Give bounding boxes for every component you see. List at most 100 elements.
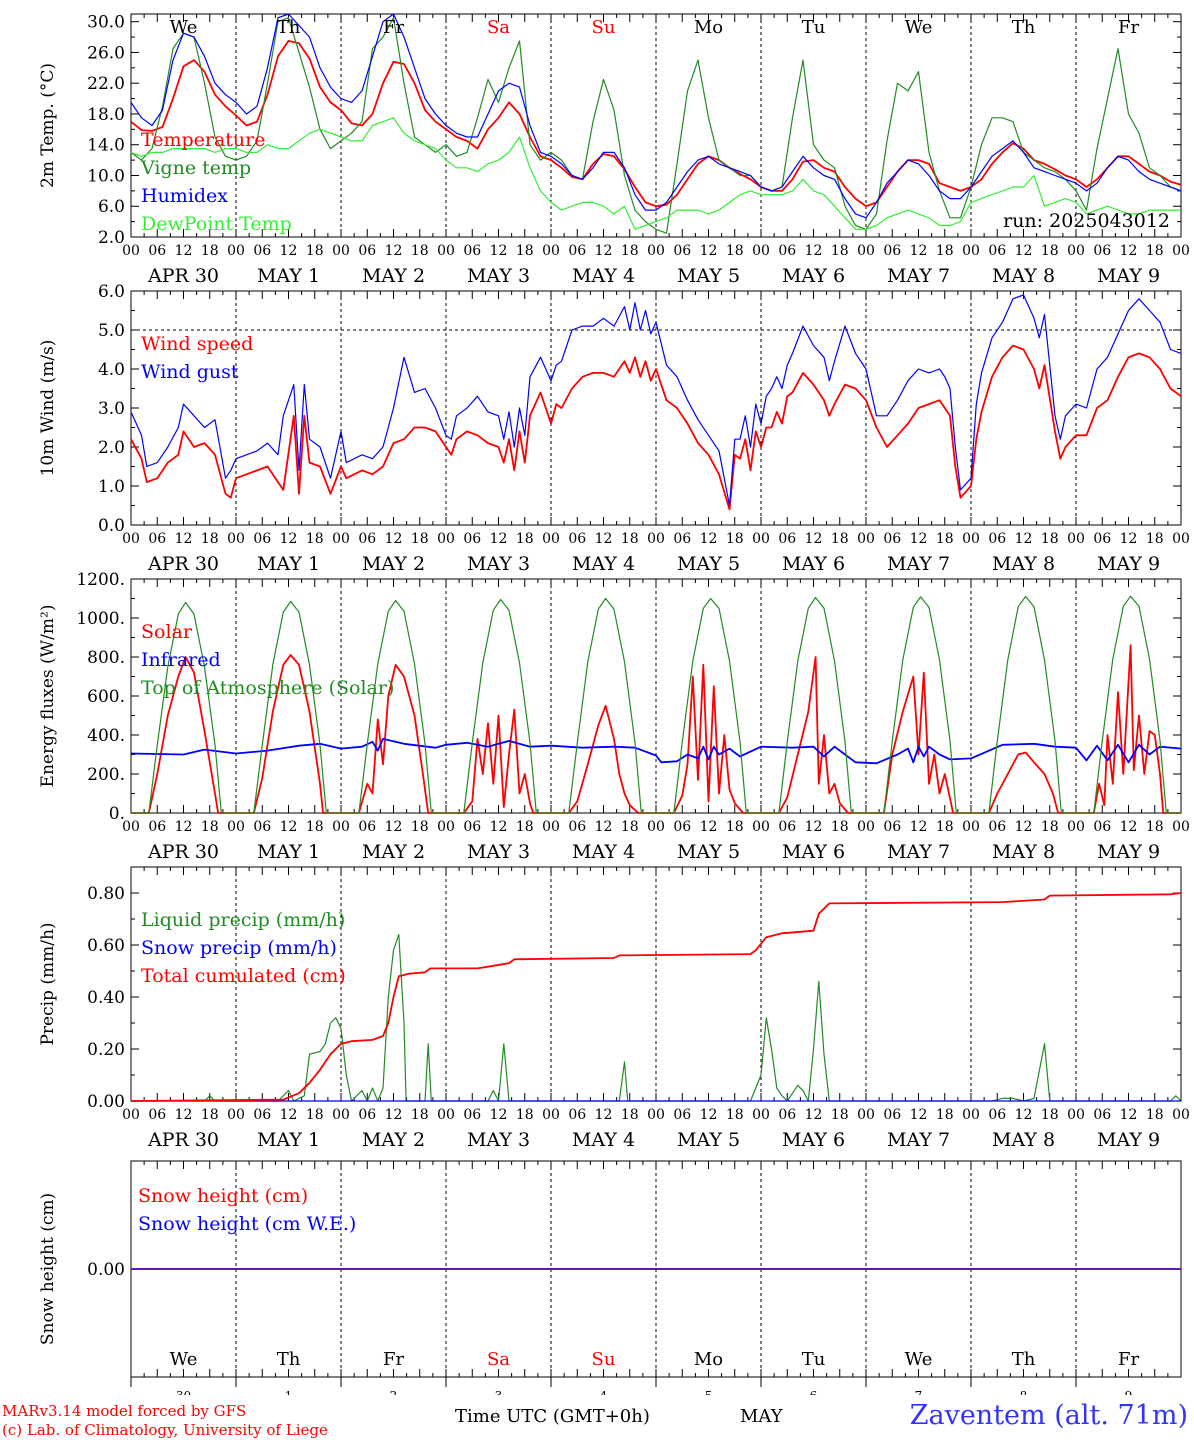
hour-tick-label: 06 [148, 819, 166, 835]
weekday-label: Tu [802, 1349, 826, 1370]
hour-tick-label: 12 [805, 1107, 823, 1123]
hour-tick-label: 00 [437, 1107, 455, 1123]
date-label: APR 30 [147, 265, 219, 287]
hour-tick-label: 06 [988, 531, 1006, 547]
hour-tick-label: 18 [621, 531, 639, 547]
date-label: MAY 8 [992, 841, 1055, 863]
hour-tick-label: 06 [778, 243, 796, 259]
y-tick-label: 400. [87, 726, 125, 746]
hour-tick-label: 12 [1120, 819, 1138, 835]
y-tick-label: 1000. [76, 609, 125, 629]
hour-tick-label: 18 [726, 531, 744, 547]
hour-tick-label: 12 [490, 819, 508, 835]
hour-tick-label: 00 [1067, 819, 1085, 835]
hour-tick-label: 12 [490, 1107, 508, 1123]
day-number: 4 [600, 1389, 608, 1395]
weekday-label: We [905, 1349, 933, 1370]
hour-tick-label: 00 [857, 819, 875, 835]
weekday-label: We [170, 17, 198, 38]
legend-entry: Top of Atmosphere (Solar) [141, 677, 394, 699]
date-label: MAY 4 [572, 553, 635, 575]
hour-tick-label: 12 [175, 1107, 193, 1123]
hour-tick-label: 12 [175, 243, 193, 259]
legend-entry: Humidex [141, 185, 228, 207]
date-label: MAY 6 [782, 1129, 845, 1151]
hour-tick-label: 00 [752, 531, 770, 547]
date-label: MAY 3 [467, 265, 530, 287]
hour-tick-label: 00 [542, 819, 560, 835]
hour-tick-label: 18 [1041, 819, 1059, 835]
y-tick-label: 18.0 [87, 105, 125, 125]
hour-tick-label: 06 [358, 819, 376, 835]
hour-tick-label: 18 [936, 243, 954, 259]
hour-tick-label: 00 [332, 1107, 350, 1123]
hour-tick-label: 18 [1146, 819, 1164, 835]
weekday-label: Mo [694, 17, 723, 38]
date-label: MAY 6 [782, 553, 845, 575]
hour-tick-label: 06 [778, 531, 796, 547]
date-label: MAY 1 [257, 1129, 320, 1151]
series-line [130, 738, 1182, 765]
day-number: 1 [285, 1389, 293, 1395]
date-label: APR 30 [147, 553, 219, 575]
date-label: MAY 1 [257, 553, 320, 575]
hour-tick-label: 18 [831, 819, 849, 835]
y-axis-label: 10m Wind (m/s) [38, 340, 58, 477]
hour-tick-label: 06 [988, 243, 1006, 259]
hour-tick-label: 12 [280, 1107, 298, 1123]
hour-tick-label: 12 [385, 819, 403, 835]
weekday-label: Fr [383, 1349, 404, 1370]
y-axis-label: Snow height (cm) [38, 1193, 58, 1345]
hour-tick-label: 18 [831, 243, 849, 259]
y-tick-label: 26.0 [87, 43, 125, 63]
series-line [131, 595, 1181, 814]
hour-tick-label: 18 [516, 1107, 534, 1123]
hour-tick-label: 18 [621, 1107, 639, 1123]
hour-tick-label: 06 [148, 531, 166, 547]
hour-tick-label: 06 [463, 531, 481, 547]
hour-tick-label: 12 [385, 243, 403, 259]
series-line [130, 40, 1182, 208]
hour-tick-label: 06 [673, 243, 691, 259]
y-tick-label: 0.60 [87, 936, 125, 956]
y-tick-label: 2.0 [98, 228, 125, 248]
date-label: MAY 3 [467, 1129, 530, 1151]
hour-tick-label: 00 [962, 819, 980, 835]
hour-tick-label: 18 [936, 1107, 954, 1123]
y-tick-label: 1.0 [98, 477, 125, 497]
hour-tick-label: 12 [1120, 1107, 1138, 1123]
hour-tick-label: 12 [385, 1107, 403, 1123]
hour-tick-label: 18 [411, 243, 429, 259]
hour-tick-label: 00 [332, 531, 350, 547]
hour-tick-label: 06 [148, 1107, 166, 1123]
hour-tick-label: 06 [358, 243, 376, 259]
plot-frame [130, 13, 1182, 238]
date-label: MAY 2 [362, 265, 425, 287]
hour-tick-label: 12 [1015, 1107, 1033, 1123]
y-tick-label: 600. [87, 687, 125, 707]
y-tick-label: 5.0 [98, 321, 125, 341]
hour-tick-label: 18 [936, 819, 954, 835]
hour-tick-label: 12 [490, 531, 508, 547]
model-credit: MARv3.14 model forced by GFS [2, 1402, 247, 1420]
day-number: 7 [915, 1389, 923, 1395]
meteogram-svg: 2.06.010.014.018.022.026.030.02m Temp. (… [38, 13, 1190, 1403]
weekday-label: Th [277, 17, 301, 38]
hour-tick-label: 12 [490, 243, 508, 259]
hour-tick-label: 00 [647, 1107, 665, 1123]
hour-tick-label: 12 [700, 819, 718, 835]
hour-tick-label: 00 [227, 819, 245, 835]
hour-tick-label: 00 [227, 1107, 245, 1123]
hour-tick-label: 12 [910, 819, 928, 835]
hour-tick-label: 18 [1146, 243, 1164, 259]
hour-tick-label: 00 [437, 531, 455, 547]
hour-tick-label: 00 [122, 1107, 140, 1123]
hour-tick-label: 18 [201, 243, 219, 259]
date-label: MAY 8 [992, 265, 1055, 287]
date-label: MAY 3 [467, 553, 530, 575]
hour-tick-label: 00 [962, 243, 980, 259]
legend-entry: Snow precip (mm/h) [141, 937, 337, 959]
hour-tick-label: 18 [1146, 1107, 1164, 1123]
y-tick-label: 1200. [76, 570, 125, 590]
